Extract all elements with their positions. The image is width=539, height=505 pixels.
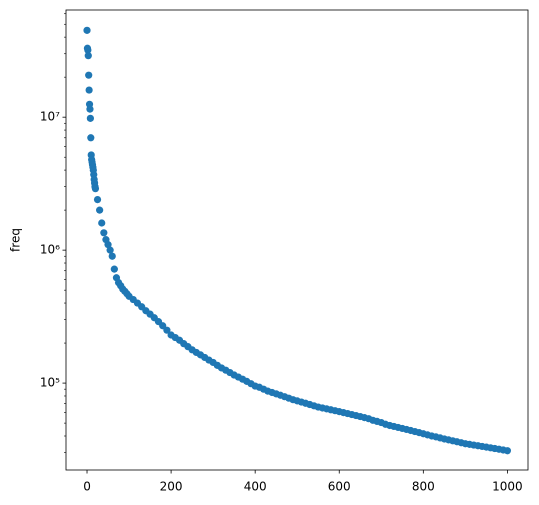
x-tick-label: 0: [83, 480, 91, 494]
point: [84, 46, 92, 54]
point: [104, 241, 112, 249]
point: [163, 326, 171, 334]
point: [86, 105, 94, 113]
x-tick-label: 1000: [492, 480, 523, 494]
x-tick-label: 200: [160, 480, 183, 494]
plot-frame: [65, 9, 529, 471]
point: [84, 52, 92, 60]
point: [503, 447, 512, 455]
x-tick-label: 600: [328, 480, 351, 494]
point: [96, 206, 104, 214]
point: [85, 86, 93, 94]
y-tick-label: 10⁶: [40, 243, 60, 257]
x-tick-label: 400: [244, 480, 267, 494]
x-tick-label: 800: [412, 480, 435, 494]
point: [98, 219, 106, 227]
point: [83, 26, 91, 34]
point: [91, 185, 100, 193]
point: [93, 195, 102, 204]
y-axis-label: freq: [9, 228, 23, 252]
point: [100, 229, 108, 237]
point: [86, 114, 94, 122]
point: [108, 252, 116, 260]
y-tick-label: 10⁵: [40, 376, 60, 390]
y-tick-label: 10⁷: [40, 110, 60, 124]
point: [110, 265, 118, 273]
point: [87, 134, 95, 142]
point: [85, 71, 93, 79]
point: [106, 246, 114, 254]
